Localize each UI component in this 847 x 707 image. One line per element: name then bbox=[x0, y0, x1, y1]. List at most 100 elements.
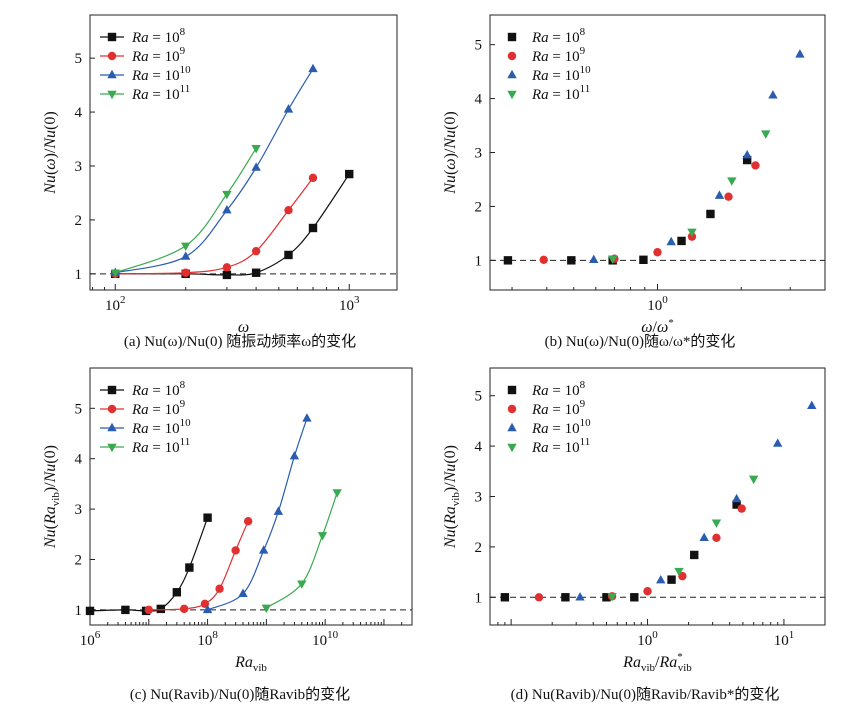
y-axis-label: Nu(Ravib)/Nu(0) bbox=[42, 445, 62, 549]
data-point bbox=[666, 236, 676, 246]
legend-marker bbox=[107, 69, 117, 79]
y-tick-label: 4 bbox=[75, 452, 83, 468]
data-point bbox=[761, 130, 771, 139]
data-point bbox=[751, 161, 760, 170]
legend-label: Ra = 108 bbox=[131, 26, 186, 46]
data-point bbox=[656, 574, 666, 584]
data-point bbox=[251, 162, 261, 171]
y-tick-label: 5 bbox=[475, 38, 483, 54]
data-point bbox=[653, 248, 662, 257]
data-point bbox=[185, 563, 194, 572]
legend-marker bbox=[107, 385, 117, 395]
legend-label: Ra = 109 bbox=[531, 45, 586, 65]
data-point bbox=[643, 587, 652, 596]
data-point bbox=[121, 605, 130, 615]
x-axis-label: ω bbox=[238, 319, 249, 336]
x-axis-label: ω/ω* bbox=[641, 317, 674, 336]
legend-label: Ra = 108 bbox=[531, 26, 586, 46]
series-line-2 bbox=[207, 418, 308, 611]
x-axis-label: Ravib bbox=[234, 654, 267, 674]
x-axis-label: Ravib/Ra* vib bbox=[622, 651, 692, 674]
legend-label: Ra = 1010 bbox=[531, 64, 591, 84]
y-axis-label: Nu(ω)/Nu(0) bbox=[442, 111, 459, 194]
caption-d: (d) Nu(Ravib)/Nu(0)随Ravib/Ravib*的变化 bbox=[510, 687, 780, 703]
data-point bbox=[561, 593, 570, 602]
data-point bbox=[732, 500, 741, 509]
legend-label: Ra = 1011 bbox=[131, 436, 190, 456]
data-point bbox=[284, 250, 293, 260]
caption-c: (c) Nu(Ravib)/Nu(0)随Ravib的变化 bbox=[129, 687, 351, 703]
x-tick-label: 100 bbox=[647, 294, 668, 314]
legend-label: Ra = 1010 bbox=[531, 417, 591, 437]
data-point bbox=[724, 192, 733, 201]
legend-marker bbox=[107, 404, 117, 414]
data-point bbox=[687, 228, 697, 237]
data-point bbox=[589, 254, 599, 264]
data-point bbox=[273, 506, 284, 515]
data-point bbox=[742, 149, 752, 159]
data-point bbox=[258, 545, 269, 554]
legend-marker bbox=[507, 51, 517, 61]
data-point bbox=[674, 567, 684, 577]
y-tick-label: 1 bbox=[75, 267, 83, 283]
data-point bbox=[712, 533, 721, 543]
data-point bbox=[317, 532, 328, 541]
x-tick-label: 103 bbox=[339, 294, 360, 314]
data-point bbox=[567, 256, 576, 265]
legend-label: Ra = 109 bbox=[131, 398, 186, 418]
legend-marker bbox=[107, 422, 117, 432]
data-point bbox=[110, 269, 120, 278]
data-point bbox=[727, 177, 737, 186]
x-tick-label: 102 bbox=[105, 294, 126, 314]
data-point bbox=[215, 584, 224, 593]
y-tick-label: 5 bbox=[75, 51, 83, 67]
data-point bbox=[308, 173, 318, 183]
data-point bbox=[222, 204, 232, 214]
data-point bbox=[231, 546, 240, 555]
data-point bbox=[251, 246, 261, 256]
y-tick-label: 5 bbox=[75, 401, 83, 417]
data-point bbox=[711, 519, 722, 528]
caption-a: (a) Nu(ω)/Nu(0) 随振动频率ω的变化 bbox=[123, 334, 357, 350]
y-tick-label: 3 bbox=[75, 159, 83, 175]
y-tick-label: 1 bbox=[75, 603, 83, 619]
data-point bbox=[677, 236, 686, 246]
series-line-3 bbox=[266, 492, 338, 609]
x-tick-label: 1010 bbox=[312, 629, 339, 649]
legend-label: Ra = 108 bbox=[531, 379, 586, 399]
data-point bbox=[795, 49, 805, 58]
data-point bbox=[503, 256, 513, 265]
data-point bbox=[607, 255, 618, 264]
data-point bbox=[607, 593, 617, 602]
y-tick-label: 2 bbox=[75, 552, 83, 568]
y-tick-label: 4 bbox=[75, 105, 83, 121]
data-point bbox=[699, 532, 709, 542]
data-point bbox=[179, 604, 189, 614]
y-tick-label: 1 bbox=[475, 590, 483, 606]
legend-label: Ra = 1010 bbox=[131, 417, 191, 437]
y-tick-label: 3 bbox=[475, 490, 483, 506]
data-point bbox=[630, 593, 639, 602]
x-tick-label: 108 bbox=[197, 629, 218, 649]
data-point bbox=[575, 592, 585, 601]
data-point bbox=[500, 593, 510, 602]
y-tick-label: 3 bbox=[75, 502, 83, 518]
data-point bbox=[251, 268, 261, 277]
data-point bbox=[602, 593, 611, 602]
data-point bbox=[714, 190, 725, 199]
legend-marker bbox=[107, 443, 117, 453]
y-tick-label: 1 bbox=[475, 253, 483, 269]
data-point bbox=[534, 593, 544, 602]
plot-frame bbox=[89, 367, 413, 626]
data-point bbox=[251, 144, 261, 154]
legend-marker bbox=[507, 90, 517, 100]
data-point bbox=[203, 513, 212, 522]
legend-label: Ra = 1011 bbox=[531, 436, 590, 456]
data-point bbox=[180, 242, 191, 251]
data-point bbox=[181, 268, 190, 277]
data-point bbox=[308, 63, 318, 73]
data-point bbox=[639, 255, 648, 265]
series-line-1 bbox=[148, 520, 249, 611]
